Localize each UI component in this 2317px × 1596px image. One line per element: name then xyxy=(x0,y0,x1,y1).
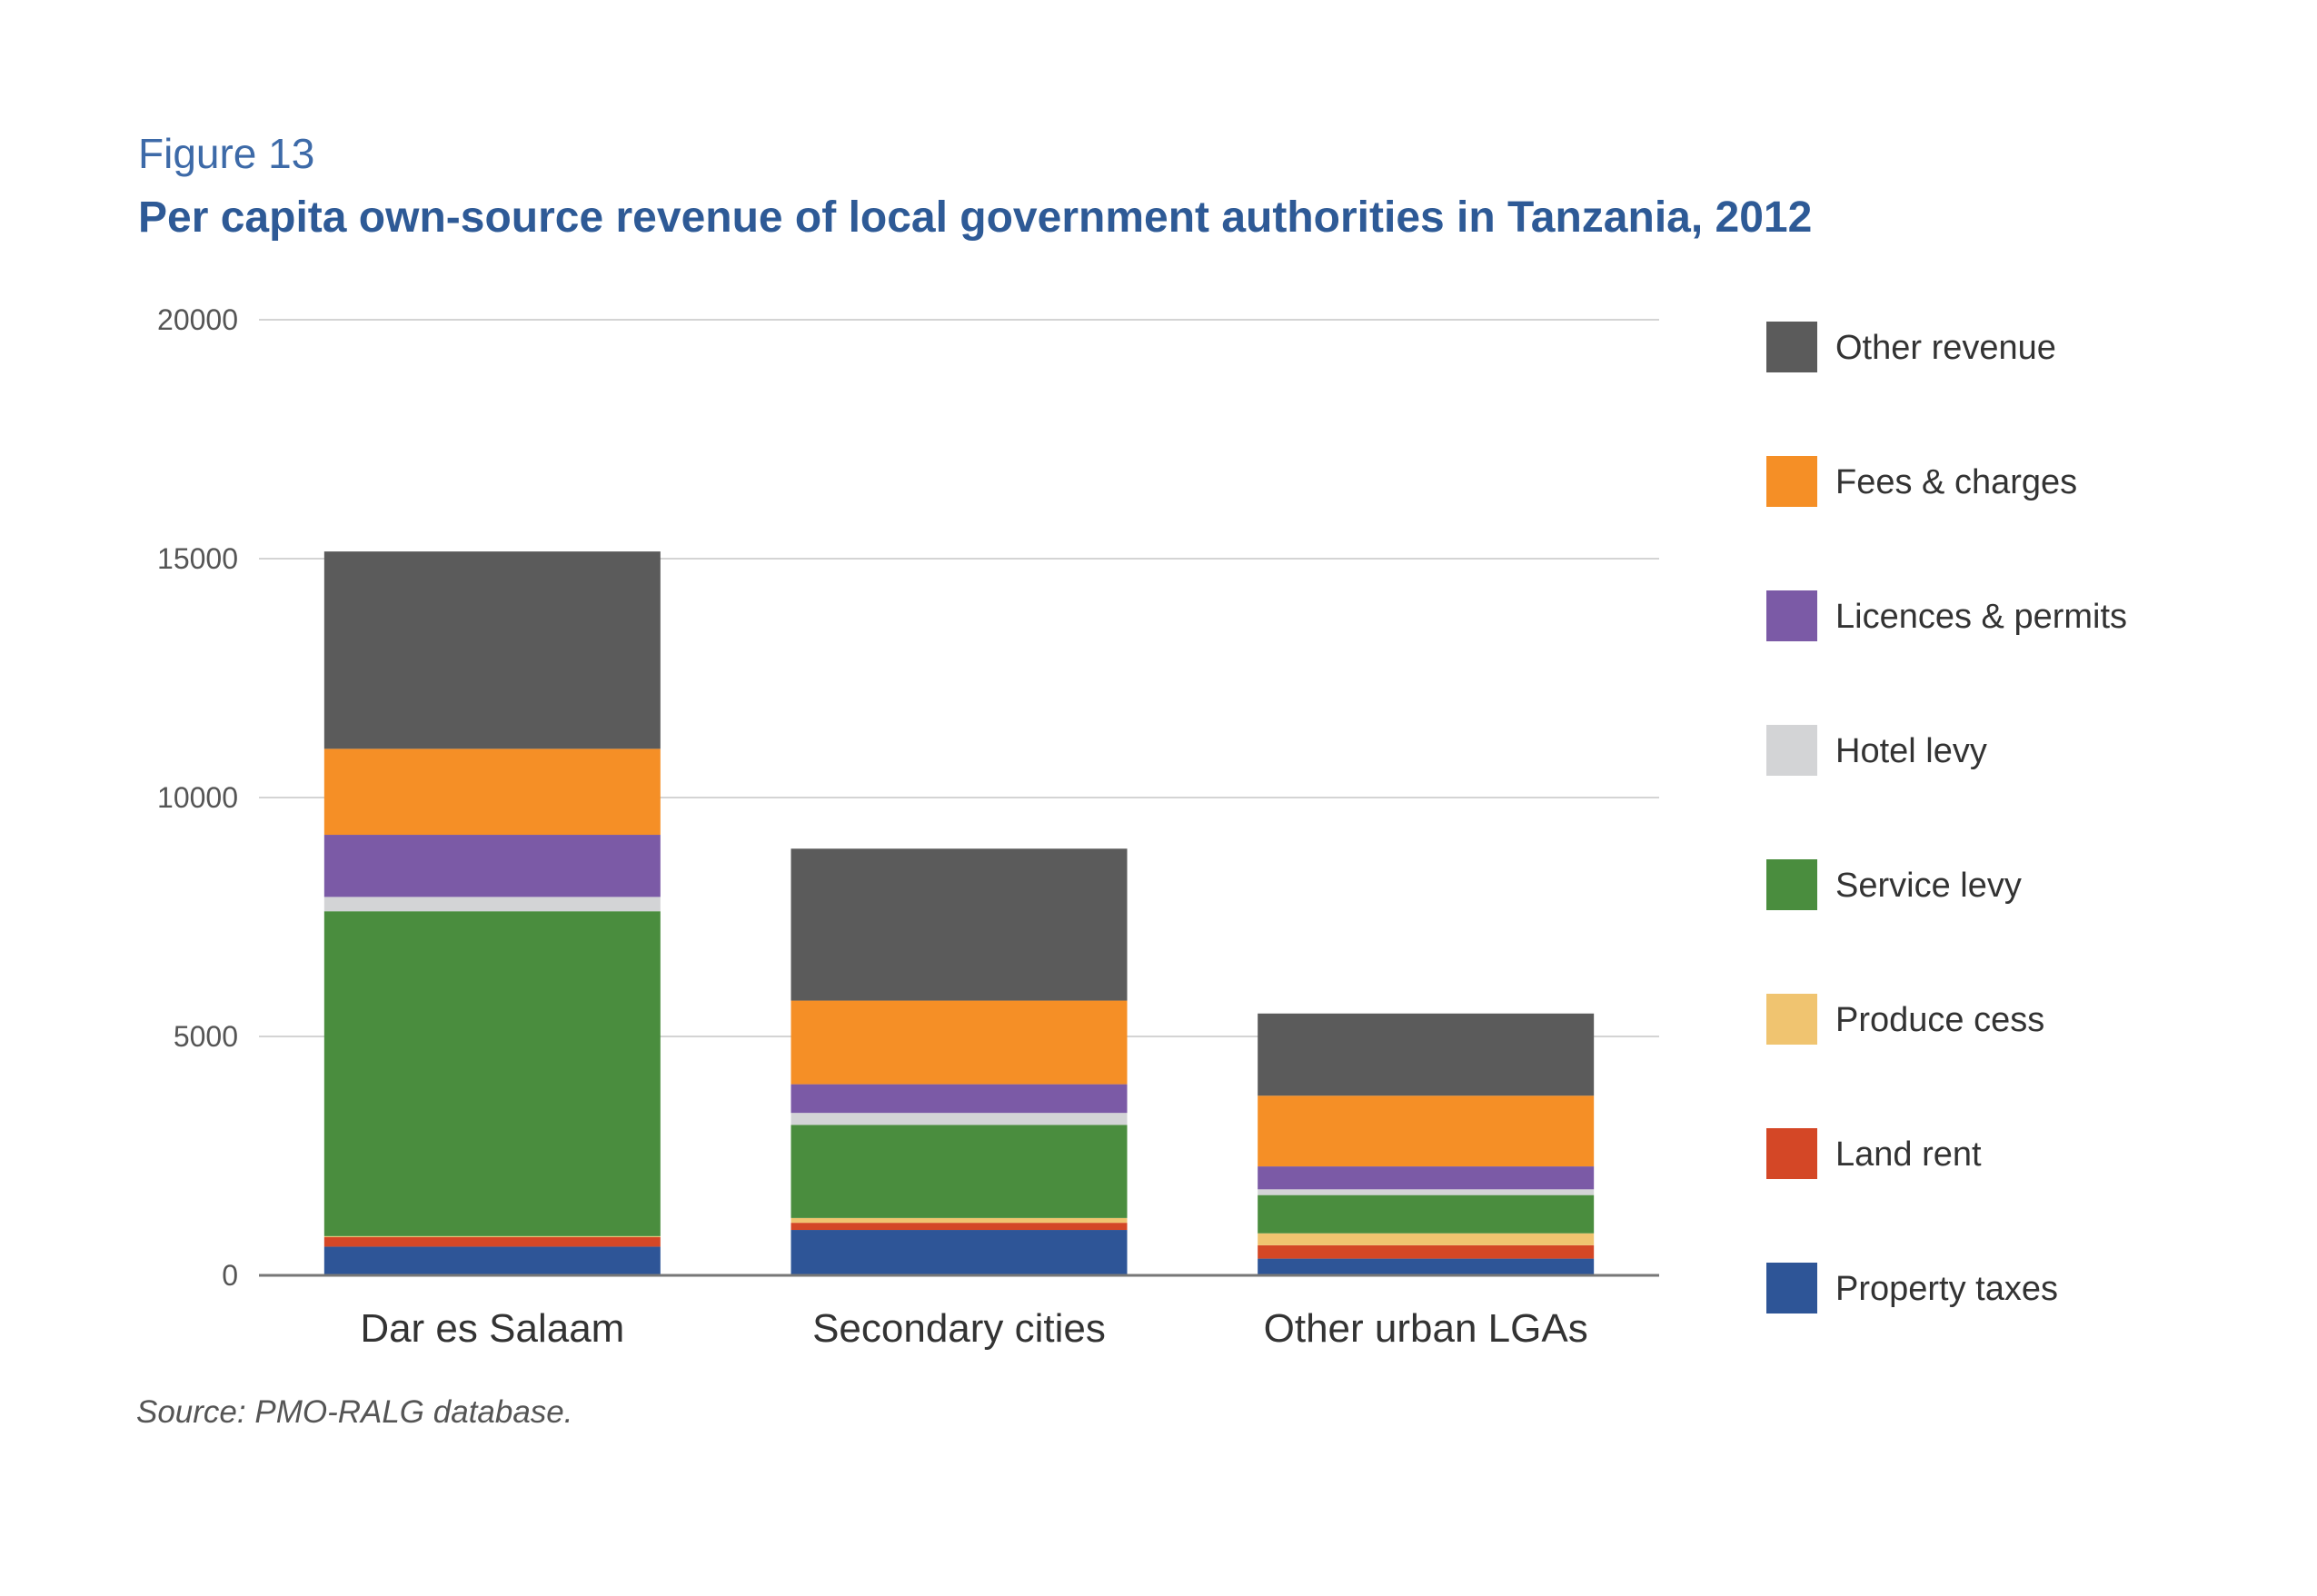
bar-segment-licences-permits xyxy=(1258,1166,1595,1190)
bar-segment-property-taxes xyxy=(323,1246,661,1275)
chart-title: Per capita own-source revenue of local g… xyxy=(138,193,1813,242)
legend-label: Property taxes xyxy=(1835,1270,2058,1308)
y-tick-label: 5000 xyxy=(174,1020,238,1053)
bar-segment-land-rent xyxy=(791,1223,1128,1231)
bar-segment-property-taxes xyxy=(791,1230,1128,1275)
legend-swatch xyxy=(1766,456,1817,507)
bars xyxy=(323,551,1595,1275)
bar-segment-licences-permits xyxy=(323,835,661,897)
legend-label: Service levy xyxy=(1835,867,2022,905)
y-axis-ticks: 0 5000 10000 15000 20000 xyxy=(157,303,238,1292)
legend-label: Land rent xyxy=(1835,1135,1982,1174)
bar-segment-service-levy xyxy=(323,911,661,1236)
x-category-label: Secondary cities xyxy=(812,1306,1106,1351)
legend-label: Produce cess xyxy=(1835,1001,2044,1039)
legend-label: Fees & charges xyxy=(1835,463,2077,501)
y-tick-label: 15000 xyxy=(157,542,238,575)
bar-segment-produce-cess xyxy=(791,1217,1128,1224)
legend-swatch xyxy=(1766,1263,1817,1313)
bar-segment-service-levy xyxy=(791,1125,1128,1218)
bar-segment-other-revenue xyxy=(1258,1013,1595,1096)
y-tick-label: 0 xyxy=(222,1259,238,1292)
bar-segment-fees-charges xyxy=(323,748,661,836)
legend-swatch xyxy=(1766,590,1817,641)
bar-segment-land-rent xyxy=(323,1236,661,1247)
bar-segment-produce-cess xyxy=(323,1235,661,1237)
bar-segment-fees-charges xyxy=(1258,1095,1595,1167)
legend-label: Licences & permits xyxy=(1835,598,2127,636)
bar-segment-hotel-levy xyxy=(791,1113,1128,1125)
x-category-label: Dar es Salaam xyxy=(360,1306,624,1351)
legend-swatch xyxy=(1766,322,1817,372)
legend-swatch xyxy=(1766,994,1817,1045)
legend-swatch xyxy=(1766,859,1817,910)
bar-segment-land-rent xyxy=(1258,1244,1595,1259)
bar-segment-service-levy xyxy=(1258,1195,1595,1234)
y-tick-label: 10000 xyxy=(157,781,238,814)
x-category-label: Other urban LGAs xyxy=(1264,1306,1588,1351)
bar-segment-licences-permits xyxy=(791,1084,1128,1114)
bar-segment-fees-charges xyxy=(791,1000,1128,1085)
legend-swatch xyxy=(1766,725,1817,776)
legend-label: Hotel levy xyxy=(1835,732,1987,770)
bar-segment-other-revenue xyxy=(323,551,661,749)
bar-segment-other-revenue xyxy=(791,848,1128,1001)
bar-segment-hotel-levy xyxy=(323,897,661,912)
legend-label: Other revenue xyxy=(1835,329,2056,367)
bar-segment-property-taxes xyxy=(1258,1258,1595,1275)
source-note: Source: PMO-RALG database. xyxy=(136,1394,573,1430)
x-axis-categories: Dar es Salaam Secondary cities Other urban… xyxy=(360,1306,1587,1351)
legend: Other revenue Fees & charges Licences & pe… xyxy=(1766,322,2127,1313)
y-tick-label: 20000 xyxy=(157,303,238,336)
bar-segment-hotel-levy xyxy=(1258,1189,1595,1195)
legend-swatch xyxy=(1766,1128,1817,1179)
figure-label: Figure 13 xyxy=(138,130,315,177)
bar-segment-produce-cess xyxy=(1258,1233,1595,1245)
